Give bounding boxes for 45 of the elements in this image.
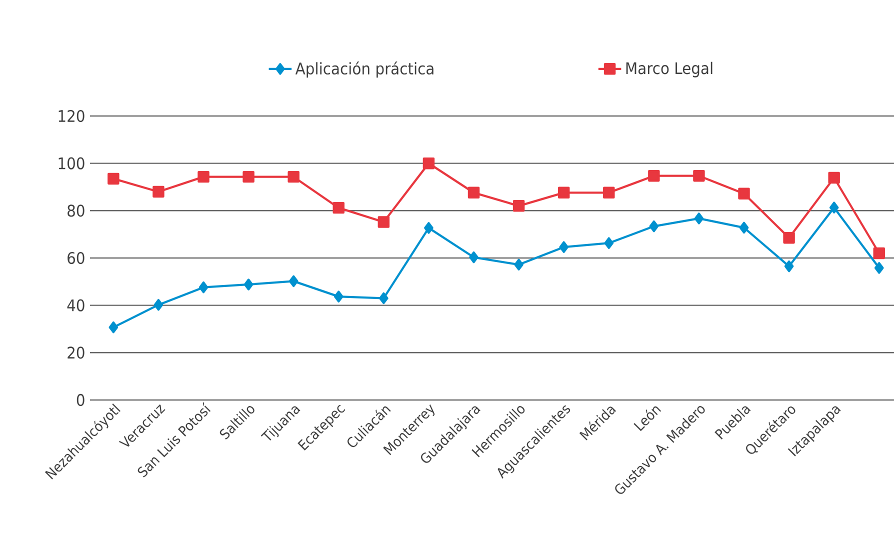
legend-label: Marco Legal	[626, 62, 712, 78]
point	[334, 290, 344, 302]
y-tick-label: 40	[67, 299, 84, 312]
point	[514, 258, 524, 270]
point	[468, 186, 480, 199]
point	[694, 212, 704, 224]
point	[649, 220, 659, 232]
y-tick-label: 80	[68, 204, 84, 217]
point	[379, 292, 388, 304]
y-tick-label: 120	[58, 110, 84, 122]
point	[288, 170, 300, 183]
point	[378, 216, 390, 228]
point	[512, 200, 525, 212]
point	[154, 298, 164, 311]
point	[693, 170, 705, 182]
point	[108, 172, 120, 185]
y-tick-label: 0	[76, 394, 84, 406]
point	[288, 275, 298, 288]
point	[784, 260, 794, 272]
legend-label: Aplicación práctica	[295, 62, 434, 78]
point	[332, 202, 345, 214]
point	[829, 202, 839, 214]
point	[648, 170, 660, 182]
point	[422, 157, 435, 170]
point	[873, 247, 885, 260]
point	[108, 321, 118, 334]
point	[558, 186, 570, 199]
point	[242, 170, 254, 183]
point	[604, 237, 614, 249]
point	[783, 232, 795, 244]
point	[198, 281, 208, 294]
point	[603, 186, 615, 199]
y-tick-label: 60	[68, 252, 84, 264]
y-tick-label: 100	[58, 157, 84, 170]
point	[559, 241, 569, 253]
point	[874, 262, 884, 274]
point	[152, 186, 164, 198]
point	[469, 251, 478, 264]
point	[828, 172, 840, 184]
y-tick-label: 20	[68, 346, 84, 359]
point	[739, 222, 749, 234]
point	[244, 278, 254, 290]
point	[738, 188, 750, 200]
point	[198, 170, 210, 183]
point	[424, 222, 434, 234]
